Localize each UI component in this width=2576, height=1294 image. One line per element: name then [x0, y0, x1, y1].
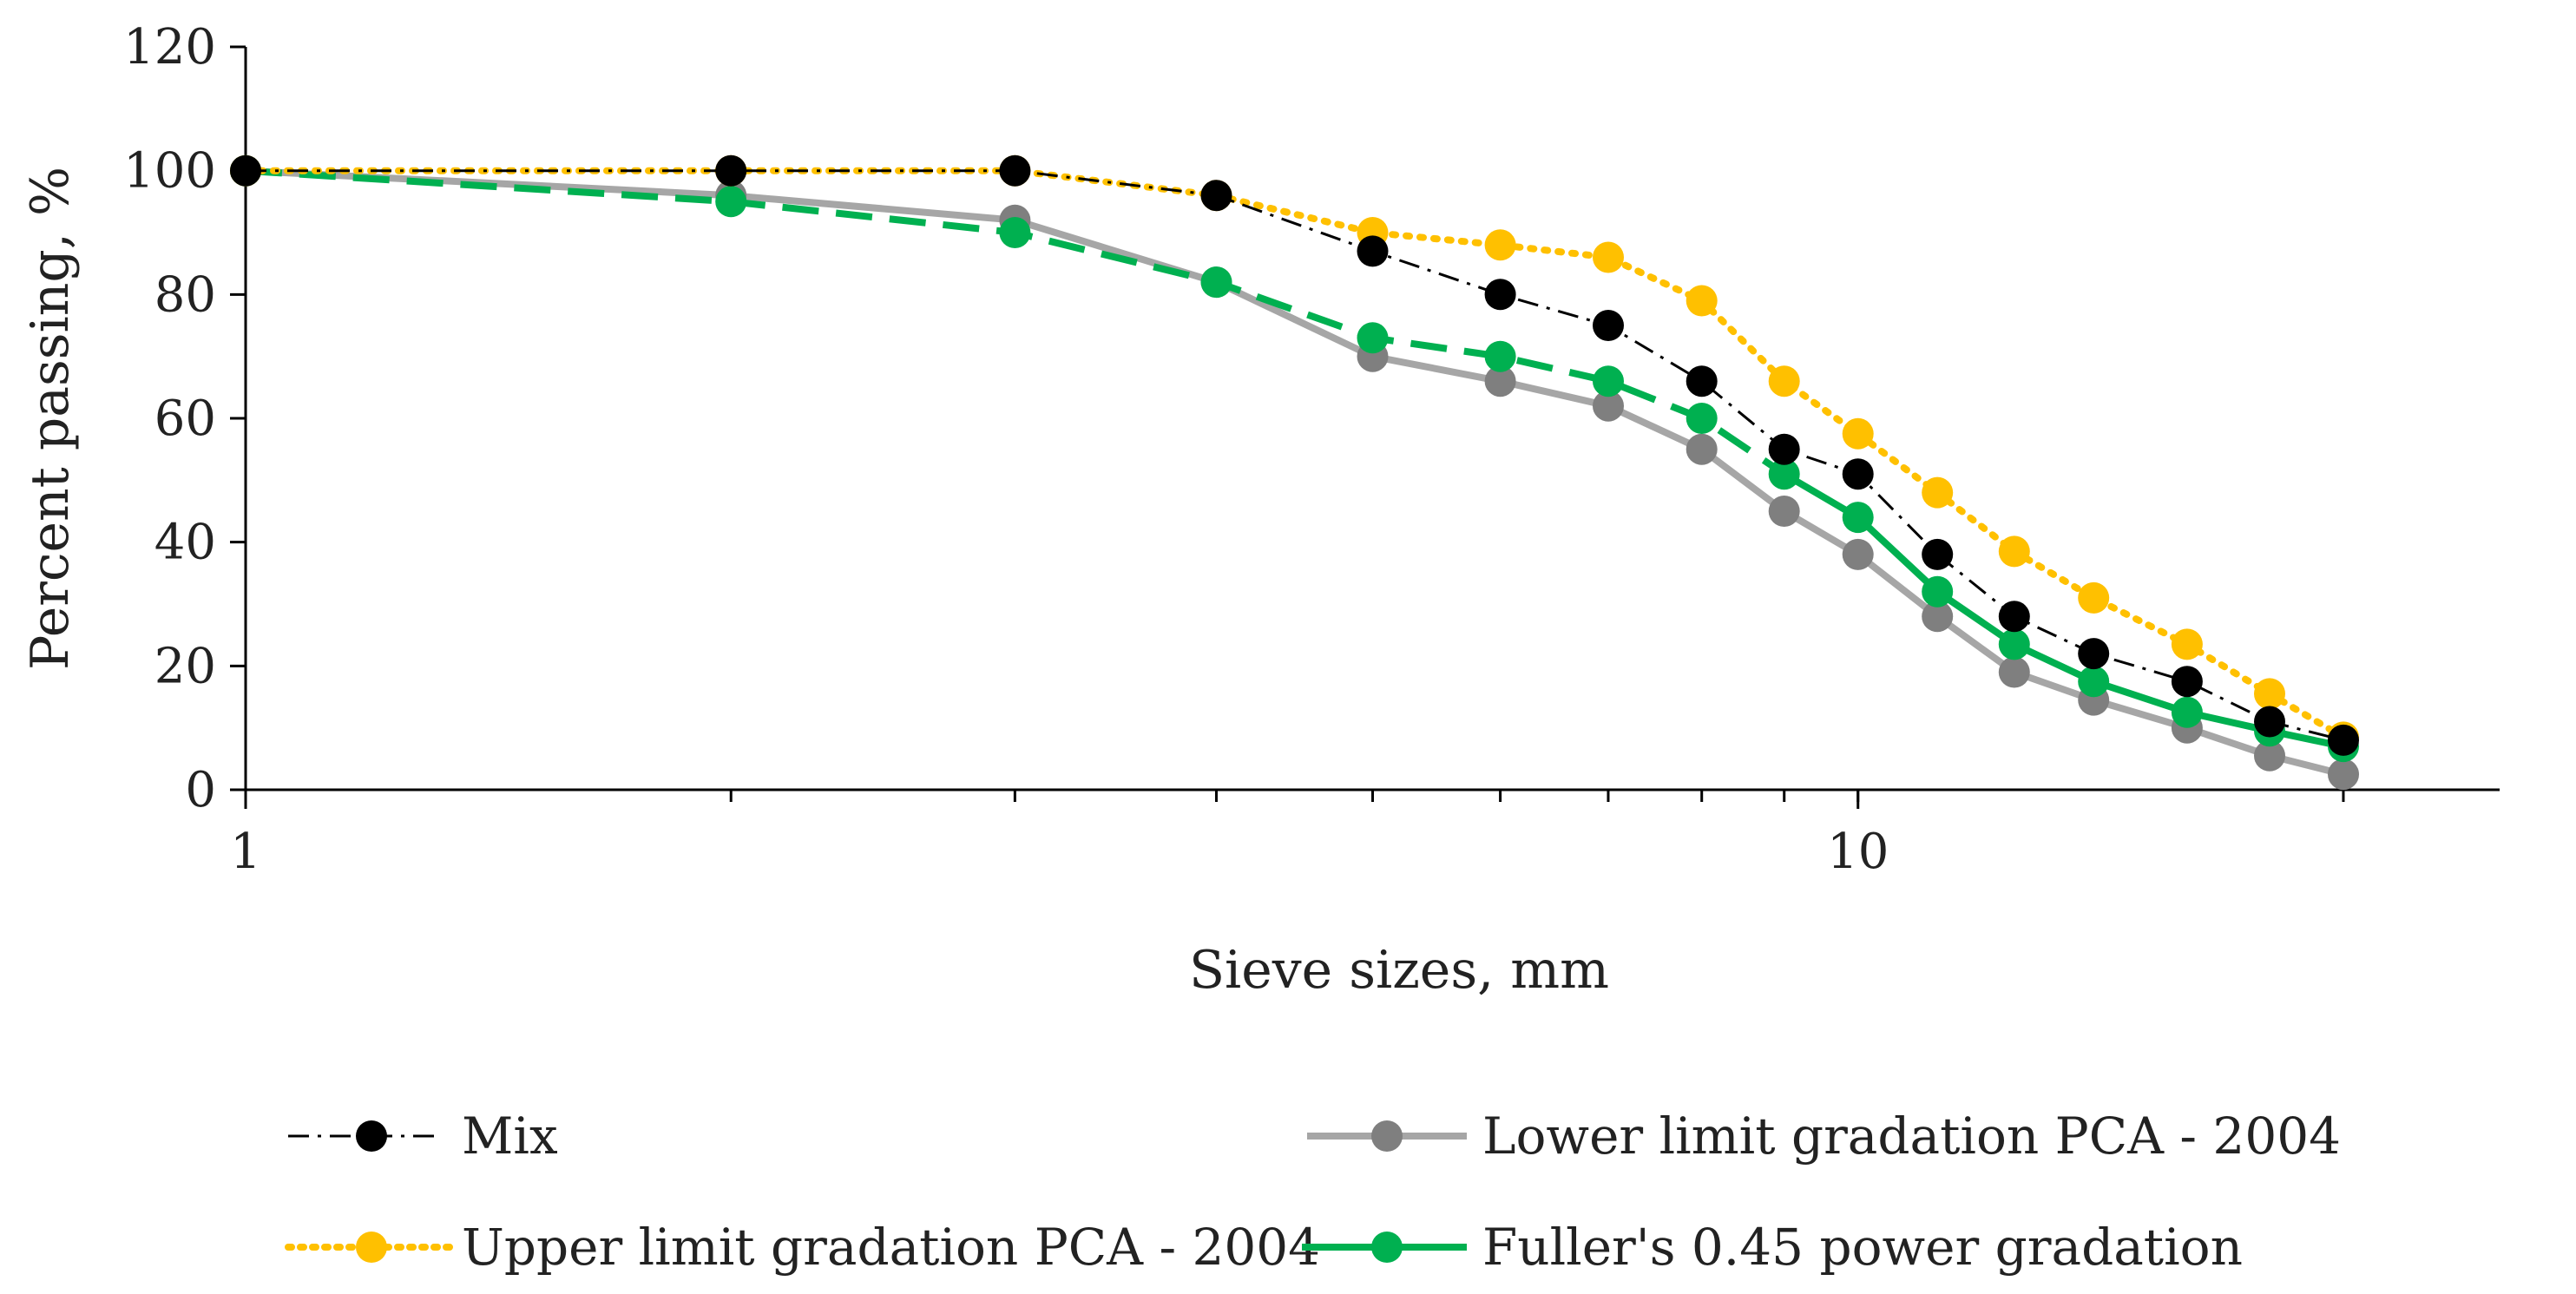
data-point [2078, 666, 2110, 698]
data-point [1922, 476, 1954, 509]
data-point [2328, 759, 2359, 791]
data-point [1357, 322, 1389, 354]
axes [244, 47, 2500, 792]
data-point [1686, 285, 1718, 317]
y-ticks: 0 20 40 60 80 100 120 [123, 19, 246, 818]
data-point [1200, 266, 1232, 299]
series-line [242, 167, 2347, 741]
data-point [1484, 365, 1516, 397]
data-point [1686, 365, 1718, 397]
data-point [999, 217, 1031, 248]
legend-label-upper-limit: Upper limit gradation PCA - 2004 [462, 1218, 1320, 1277]
series-lower-limit [230, 154, 2359, 791]
data-point [1593, 310, 1624, 341]
data-point [1998, 601, 2030, 633]
y-axis-title: Percent passing, % [20, 167, 81, 670]
data-point [1842, 458, 1874, 490]
data-point [2254, 739, 2285, 772]
x-tick-label: 1 [230, 824, 261, 880]
legend-swatch-mix-marker [356, 1120, 387, 1152]
data-point [2171, 696, 2203, 728]
data-point [1922, 575, 1954, 608]
x-ticks: 1 10 [230, 790, 2345, 880]
data-point [1593, 365, 1624, 397]
data-point [1842, 538, 1874, 570]
x-tick-label: 10 [1827, 824, 1889, 880]
y-tick-label: 100 [123, 143, 216, 200]
data-point [230, 154, 261, 187]
legend-label-fuller: Fuller's 0.45 power gradation [1482, 1218, 2243, 1277]
data-point [1768, 433, 1800, 465]
legend-swatch-fuller-marker [1371, 1232, 1403, 1263]
legend-item-lower-limit: Lower limit gradation PCA - 2004 [1307, 1107, 2341, 1166]
data-point [1922, 538, 1954, 570]
data-point [1484, 340, 1516, 372]
legend-swatch-lower-limit-marker [1371, 1120, 1403, 1152]
y-tick-label: 120 [123, 19, 216, 76]
data-point [1593, 390, 1624, 422]
data-point [2078, 638, 2110, 670]
legend-item-fuller: Fuller's 0.45 power gradation [1302, 1218, 2243, 1277]
data-point [1922, 601, 1954, 633]
data-point [715, 186, 747, 218]
data-point [1484, 229, 1516, 261]
data-point [1593, 241, 1624, 273]
y-tick-label: 80 [154, 266, 216, 323]
data-point [2171, 628, 2203, 660]
legend-swatch-upper-limit-marker [356, 1232, 387, 1263]
data-point [2078, 581, 2110, 614]
data-point [1768, 458, 1800, 490]
legend-label-lower-limit: Lower limit gradation PCA - 2004 [1482, 1107, 2341, 1166]
legend-label-mix: Mix [462, 1107, 558, 1166]
x-axis-title: Sieve sizes, mm [1189, 940, 1609, 1001]
data-point [2254, 706, 2285, 738]
data-point [1686, 403, 1718, 434]
data-point [1686, 433, 1718, 465]
legend: Mix Lower limit gradation PCA - 2004 Upp… [285, 1107, 2341, 1277]
data-point [2328, 724, 2359, 756]
series-line [245, 167, 2344, 778]
y-tick-label: 40 [154, 515, 216, 571]
series-fuller [230, 154, 2359, 763]
series-mix [230, 154, 2359, 756]
data-point [1484, 279, 1516, 311]
series-layer [230, 154, 2359, 791]
data-point [1998, 628, 2030, 660]
data-point [1842, 502, 1874, 534]
series-upper-limit [230, 154, 2359, 753]
series-line [246, 169, 2344, 742]
data-point [2171, 666, 2203, 698]
y-tick-label: 60 [154, 391, 216, 447]
data-point [999, 154, 1031, 187]
legend-item-upper-limit: Upper limit gradation PCA - 2004 [285, 1218, 1320, 1277]
data-point [1768, 365, 1800, 397]
data-point [1998, 535, 2030, 568]
y-tick-label: 20 [154, 638, 216, 694]
data-point [1200, 180, 1232, 212]
data-point [1357, 235, 1389, 267]
data-point [2254, 678, 2285, 710]
data-point [715, 154, 747, 187]
legend-item-mix: Mix [288, 1107, 558, 1166]
data-point [1768, 496, 1800, 527]
data-point [1842, 417, 1874, 450]
data-point [1998, 656, 2030, 688]
y-tick-label: 0 [185, 762, 216, 818]
